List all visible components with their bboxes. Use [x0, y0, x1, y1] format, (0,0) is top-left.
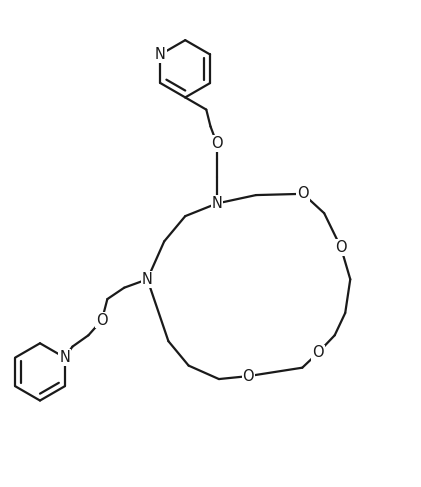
Text: O: O — [312, 345, 324, 360]
Text: N: N — [59, 350, 70, 365]
Text: O: O — [211, 136, 223, 151]
Text: O: O — [242, 369, 254, 384]
Text: O: O — [335, 240, 347, 255]
Text: N: N — [142, 272, 153, 287]
Text: O: O — [96, 313, 108, 328]
Text: N: N — [155, 47, 166, 62]
Text: O: O — [297, 187, 309, 201]
Text: N: N — [211, 196, 222, 211]
